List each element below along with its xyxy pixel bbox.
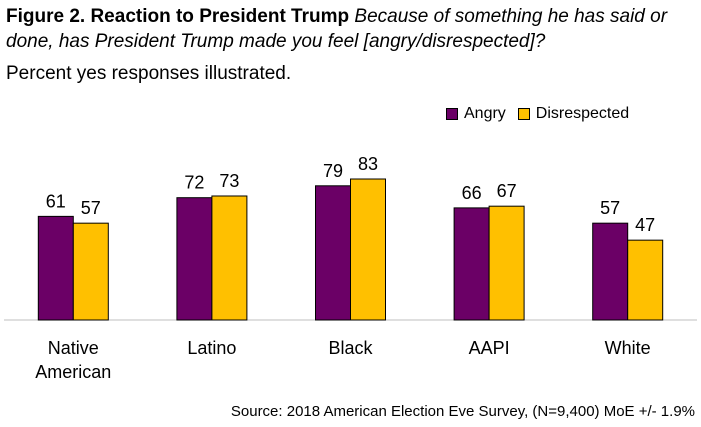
legend-swatch-angry: [446, 108, 458, 120]
legend-item-disrespected: Disrespected: [517, 104, 630, 124]
legend-label-disrespected: Disrespected: [535, 105, 630, 122]
bar-disrespected-3: [488, 205, 525, 321]
legend-swatch-disrespected: [517, 108, 530, 120]
data-label-disrespected-4: 47: [635, 215, 655, 235]
chart-subtitle: Percent yes responses illustrated.: [6, 63, 292, 84]
bar-disrespected-0: [72, 222, 109, 321]
bar-disrespected-4: [627, 239, 664, 321]
bar-angry-0: [37, 215, 74, 321]
data-label-angry-4: 57: [600, 198, 620, 218]
category-label-4: White: [568, 336, 688, 360]
bar-angry-1: [176, 197, 213, 321]
bar-angry-2: [315, 185, 351, 321]
category-label-line: American: [35, 362, 112, 382]
bar-disrespected-1: [211, 195, 248, 321]
category-label-2: Black: [291, 336, 411, 360]
category-label-1: Latino: [152, 336, 272, 360]
title-bold-text: Figure 2. Reaction to President Trump: [6, 6, 350, 27]
data-label-disrespected-3: 67: [497, 181, 517, 201]
category-label-3: AAPI: [429, 336, 549, 360]
chart-legend: Angry Disrespected: [446, 104, 641, 124]
legend-label-angry: Angry: [464, 105, 506, 122]
bar-angry-4: [592, 222, 629, 321]
data-label-angry-1: 72: [184, 173, 204, 193]
category-label-line: AAPI: [468, 338, 510, 358]
source-note: Source: 2018 American Election Eve Surve…: [230, 403, 695, 420]
legend-item-angry: Angry: [446, 104, 506, 124]
data-label-disrespected-0: 57: [81, 198, 101, 218]
data-label-disrespected-2: 83: [358, 154, 378, 174]
bar-disrespected-2: [350, 178, 386, 321]
data-label-angry-2: 79: [323, 161, 343, 181]
chart-title: Figure 2. Reaction to President Trump Be…: [6, 4, 698, 54]
bar-angry-3: [453, 207, 490, 321]
category-label-line: Black: [328, 338, 373, 358]
data-label-angry-3: 66: [462, 183, 482, 203]
data-label-disrespected-1: 73: [219, 171, 239, 191]
category-label-line: Latino: [187, 338, 237, 358]
data-label-angry-0: 61: [46, 191, 66, 211]
category-label-line: Native: [47, 338, 99, 358]
category-label-line: White: [604, 338, 651, 358]
title-question-text: Because of something he has said or done…: [6, 6, 668, 52]
category-label-0: Native American: [13, 336, 133, 384]
